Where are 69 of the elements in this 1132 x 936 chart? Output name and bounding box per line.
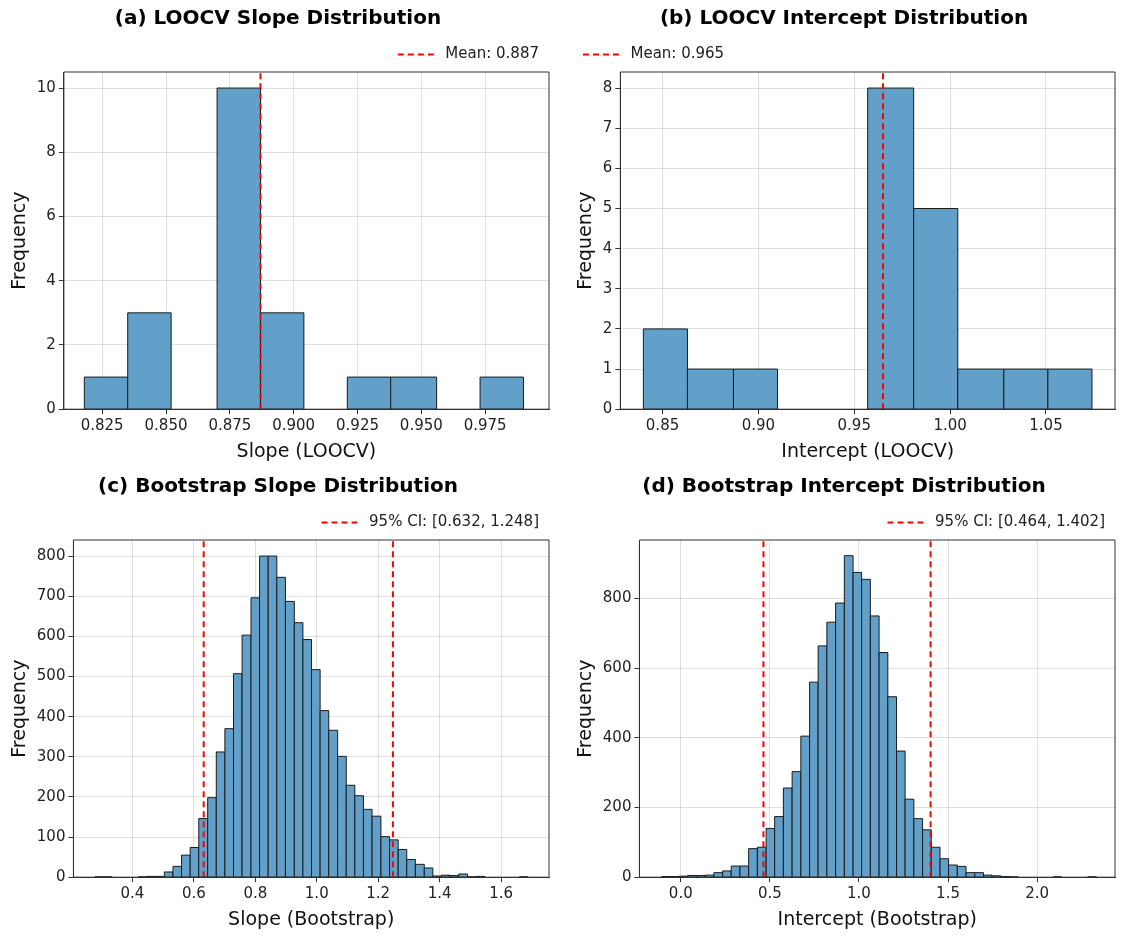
x-tick-label: 1.0: [304, 884, 329, 903]
x-tick-label: 1.05: [1029, 416, 1063, 435]
x-tick-label: 1.5: [936, 884, 960, 903]
y-tick-label: 600: [36, 626, 66, 645]
x-axis-title: Intercept (LOOCV): [781, 438, 955, 461]
y-axis-title: Frequency: [573, 659, 596, 758]
x-tick-label: 0.850: [144, 416, 188, 435]
y-tick-label: 200: [36, 786, 66, 805]
x-tick-label: 1.2: [366, 884, 391, 903]
chart-title: (d) Bootstrap Intercept Distribution: [642, 473, 1046, 498]
y-axis-title: Frequency: [7, 191, 30, 290]
y-tick-label: 500: [36, 666, 66, 685]
y-axis-title: Frequency: [573, 191, 596, 290]
y-tick-label: 200: [602, 797, 632, 816]
x-tick-label: 1.6: [489, 884, 513, 903]
x-tick-label: 0.975: [463, 416, 507, 435]
y-tick-label: 8: [602, 77, 613, 96]
y-tick-label: 2: [46, 334, 56, 353]
y-tick-label: 6: [46, 206, 56, 225]
legend-label: Mean: 0.965: [630, 44, 725, 63]
y-tick-label: 600: [602, 658, 632, 677]
x-tick-label: 0.825: [80, 416, 124, 435]
x-tick-label: 2.0: [1025, 884, 1050, 903]
x-tick-label: 1.00: [933, 416, 967, 435]
y-tick-label: 4: [46, 270, 56, 289]
y-tick-label: 1: [602, 358, 613, 377]
x-tick-label: 0.90: [741, 416, 776, 435]
x-tick-label: 0.6: [181, 884, 206, 903]
x-tick-label: 0.8: [243, 884, 268, 903]
x-axis-title: Slope (LOOCV): [236, 438, 377, 461]
x-tick-label: 0.950: [399, 416, 443, 435]
x-tick-label: 1.4: [427, 884, 452, 903]
y-tick-label: 10: [36, 77, 56, 96]
y-tick-label: 3: [602, 278, 613, 297]
x-tick-label: 0.0: [668, 884, 693, 903]
y-tick-label: 0: [602, 399, 613, 418]
y-tick-label: 7: [602, 118, 613, 137]
x-tick-label: 0.4: [120, 884, 145, 903]
y-tick-label: 0: [55, 867, 66, 886]
x-tick-label: 0.95: [837, 416, 871, 435]
chart-title: (a) LOOCV Slope Distribution: [114, 5, 442, 30]
y-tick-label: 5: [602, 198, 613, 217]
y-tick-label: 800: [602, 588, 632, 607]
x-tick-label: 1.0: [847, 884, 871, 903]
legend-label: 95% CI: [0.464, 1.402]: [935, 512, 1105, 531]
y-tick-label: 2: [602, 318, 613, 337]
x-tick-label: 0.85: [645, 416, 680, 435]
y-tick-label: 8: [46, 142, 56, 161]
y-tick-label: 300: [36, 746, 66, 765]
chart-title: (c) Bootstrap Slope Distribution: [98, 473, 458, 498]
x-tick-label: 0.900: [272, 416, 316, 435]
y-tick-label: 6: [602, 158, 613, 177]
legend-label: 95% CI: [0.632, 1.248]: [369, 512, 539, 531]
y-tick-label: 0: [621, 867, 632, 886]
y-tick-label: 4: [602, 238, 613, 257]
y-tick-label: 700: [36, 586, 66, 605]
y-axis-title: Frequency: [7, 659, 30, 758]
x-tick-label: 0.925: [336, 416, 379, 435]
y-tick-label: 400: [36, 706, 66, 725]
chart-title: (b) LOOCV Intercept Distribution: [659, 5, 1029, 30]
y-tick-label: 100: [36, 826, 66, 845]
x-axis-title: Slope (Bootstrap): [228, 906, 395, 929]
y-tick-label: 0: [46, 399, 56, 418]
y-tick-label: 800: [36, 545, 66, 564]
y-tick-label: 400: [602, 727, 632, 746]
x-tick-label: 0.875: [208, 416, 252, 435]
legend-label: Mean: 0.887: [445, 44, 540, 63]
x-axis-title: Intercept (Bootstrap): [777, 906, 977, 929]
x-tick-label: 0.5: [757, 884, 782, 903]
